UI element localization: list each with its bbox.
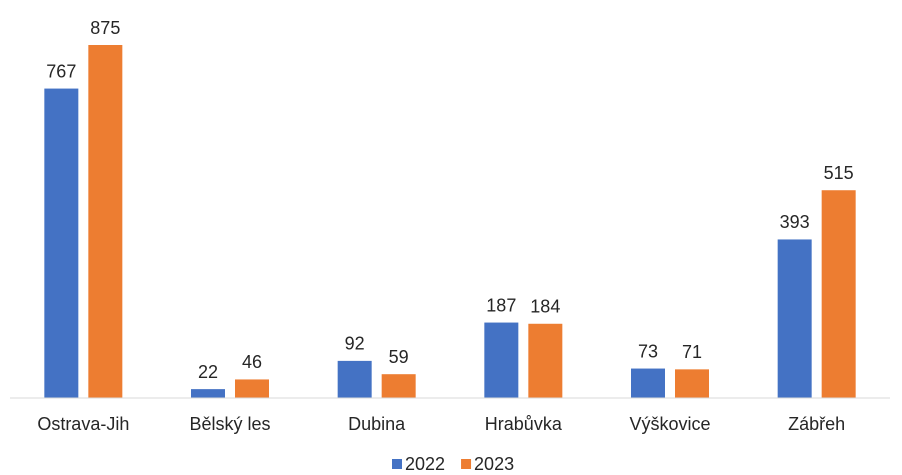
x-tick-label: Ostrava-Jih bbox=[37, 414, 129, 434]
data-label: 73 bbox=[638, 341, 658, 361]
data-label: 92 bbox=[345, 334, 365, 354]
data-label: 59 bbox=[389, 347, 409, 367]
data-label: 71 bbox=[682, 342, 702, 362]
data-label: 875 bbox=[90, 18, 120, 38]
bar bbox=[44, 88, 79, 398]
data-label: 515 bbox=[824, 163, 854, 183]
x-tick-label: Zábřeh bbox=[788, 414, 845, 434]
bar bbox=[528, 323, 563, 398]
x-tick-label: Bělský les bbox=[189, 414, 270, 434]
bar bbox=[235, 379, 269, 398]
data-label: 767 bbox=[46, 61, 76, 81]
legend-label: 2022 bbox=[405, 454, 445, 474]
bar bbox=[191, 389, 225, 398]
data-label: 22 bbox=[198, 362, 218, 382]
bar bbox=[381, 374, 416, 398]
bar bbox=[821, 190, 856, 398]
legend-swatch bbox=[461, 459, 472, 469]
bar bbox=[777, 239, 812, 398]
data-label: 187 bbox=[486, 295, 516, 315]
legend-label: 2023 bbox=[474, 454, 514, 474]
bar bbox=[675, 369, 709, 398]
x-tick-label: Dubina bbox=[348, 414, 406, 434]
bar bbox=[631, 368, 665, 398]
bar bbox=[88, 45, 123, 398]
data-label: 46 bbox=[242, 352, 262, 372]
legend-swatch bbox=[392, 459, 402, 469]
bar bbox=[484, 322, 519, 398]
x-tick-label: Hrabůvka bbox=[485, 414, 563, 434]
x-tick-label: Výškovice bbox=[629, 414, 710, 434]
data-label: 184 bbox=[530, 297, 560, 317]
data-label: 393 bbox=[780, 212, 810, 232]
bar bbox=[337, 360, 372, 398]
